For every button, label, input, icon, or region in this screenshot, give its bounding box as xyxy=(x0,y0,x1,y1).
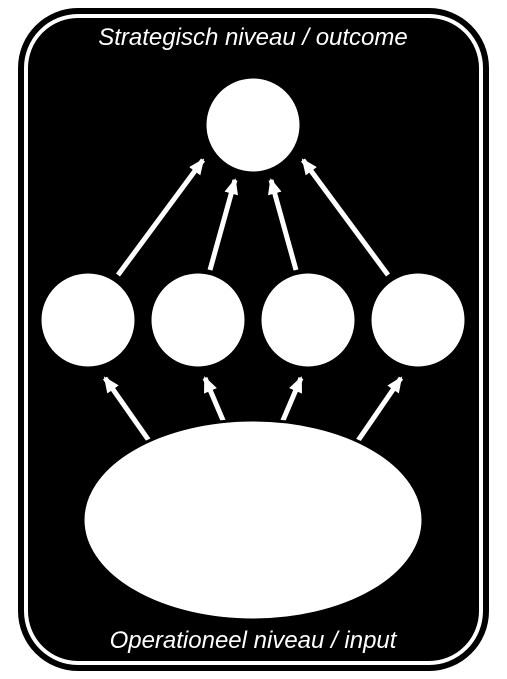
mid-node-3 xyxy=(370,272,466,368)
mid-node-2 xyxy=(260,272,356,368)
top-label: Strategisch niveau / outcome xyxy=(98,24,408,51)
hierarchy-diagram: Strategisch niveau / outcome Operationeel… xyxy=(0,0,507,679)
top-node xyxy=(205,77,301,173)
bottom-label: Operationeel niveau / input xyxy=(110,627,398,654)
bottom-ellipse xyxy=(83,420,423,620)
mid-node-1 xyxy=(150,272,246,368)
mid-node-0 xyxy=(40,272,136,368)
